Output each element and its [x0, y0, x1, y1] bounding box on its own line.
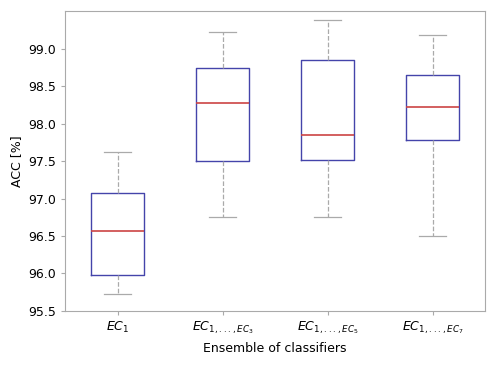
- Y-axis label: ACC [%]: ACC [%]: [10, 135, 22, 187]
- X-axis label: Ensemble of classifiers: Ensemble of classifiers: [203, 342, 347, 355]
